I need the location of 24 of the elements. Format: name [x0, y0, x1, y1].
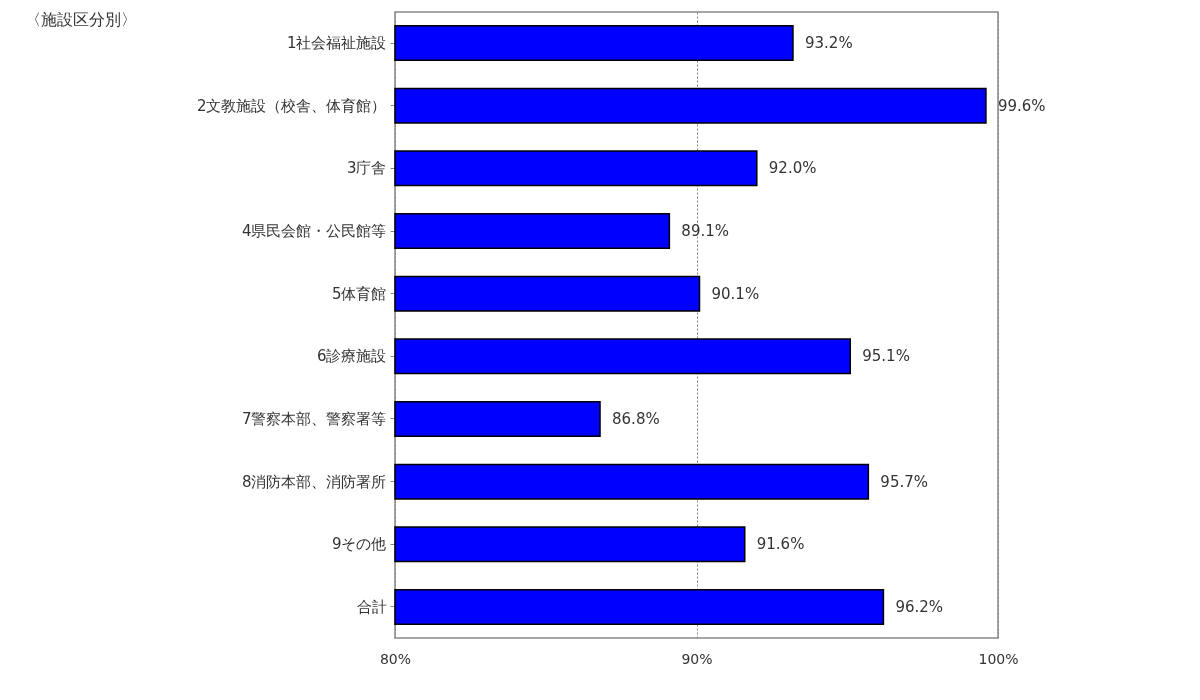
y-tick-label: 8消防本部、消防署所 — [241, 472, 387, 491]
data-label: 89.1% — [681, 222, 730, 241]
y-tick-label: 9その他 — [331, 535, 387, 554]
x-tick-label: 90% — [681, 650, 713, 667]
data-label: 96.2% — [895, 597, 944, 616]
data-label: 92.0% — [768, 159, 817, 178]
y-tick-label: 6診療施設 — [316, 347, 387, 366]
data-label: 86.8% — [612, 409, 660, 428]
data-label: 91.6% — [756, 535, 805, 554]
data-label: 90.1% — [711, 284, 760, 303]
text: 〈施設区分別〉 — [25, 10, 137, 29]
data-label: 95.1% — [862, 347, 910, 366]
data-label: 99.6% — [997, 96, 1046, 115]
y-tick-label: 4県民会館・公民館等 — [241, 222, 387, 241]
y-tick-label: 5体育館 — [331, 284, 387, 303]
y-tick-label: 7警察本部、警察署等 — [241, 409, 387, 428]
y-tick-label: 2文教施設（校舎、体育館） — [196, 96, 387, 115]
y-tick-label: 3庁舎 — [346, 159, 387, 178]
x-tick-label: 80% — [379, 650, 412, 667]
y-tick-label: 1社会福祉施設 — [286, 34, 387, 53]
y-tick-label: 合計 — [356, 597, 387, 616]
data-label: 95.7% — [880, 472, 929, 491]
x-tick-label: 100% — [978, 650, 1019, 667]
data-label: 93.2% — [804, 34, 853, 53]
